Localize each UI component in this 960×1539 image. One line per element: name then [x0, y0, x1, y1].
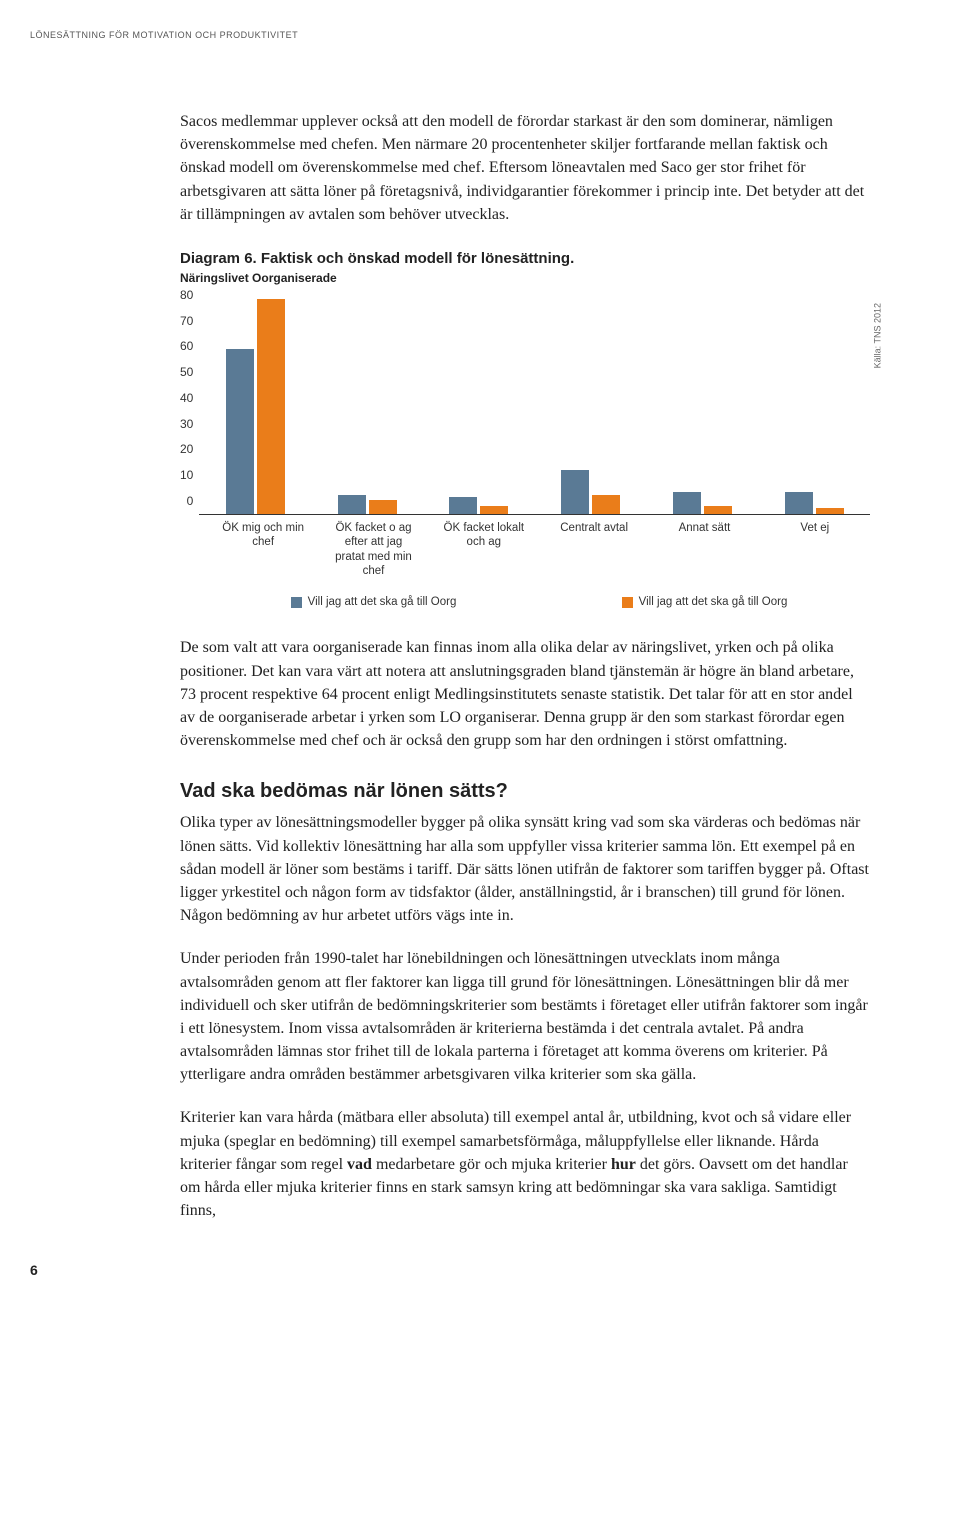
- plot-area: [199, 295, 870, 515]
- bar-group: [444, 497, 514, 514]
- page-number: 6: [0, 1262, 960, 1278]
- y-tick: 50: [180, 365, 193, 379]
- paragraph-1: Sacos medlemmar upplever också att den m…: [180, 110, 870, 226]
- chart-subtitle: Näringslivet Oorganiserade: [180, 271, 870, 285]
- chart-legend: Vill jag att det ska gå till Oorg Vill ja…: [208, 596, 870, 608]
- legend-label: Vill jag att det ska gå till Oorg: [308, 596, 457, 608]
- bar: [785, 492, 813, 514]
- paragraph-4: Under perioden från 1990-talet har löneb…: [180, 947, 870, 1086]
- y-tick: 10: [180, 468, 193, 482]
- main-content: Sacos medlemmar upplever också att den m…: [180, 110, 870, 1222]
- para5-bold-hur: hur: [611, 1156, 636, 1173]
- bar: [369, 500, 397, 514]
- x-label: ÖK facket o ag efter att jag pratat med …: [328, 521, 418, 579]
- legend-item: Vill jag att det ska gå till Oorg: [291, 596, 457, 608]
- legend-label: Vill jag att det ska gå till Oorg: [639, 596, 788, 608]
- bar-group: [667, 492, 737, 514]
- bar: [561, 470, 589, 514]
- bar-group: [779, 492, 849, 514]
- legend-swatch: [291, 597, 302, 608]
- x-label: ÖK facket lokalt och ag: [439, 521, 529, 579]
- legend-item: Vill jag att det ska gå till Oorg: [622, 596, 788, 608]
- y-tick: 40: [180, 391, 193, 405]
- bar: [592, 495, 620, 514]
- y-tick: 70: [180, 314, 193, 328]
- bar-group: [332, 495, 402, 514]
- bar: [480, 506, 508, 514]
- bar: [449, 497, 477, 514]
- para5-part-c: medarbetare gör och mjuka kriterier: [372, 1156, 611, 1173]
- bar: [338, 495, 366, 514]
- paragraph-5: Kriterier kan vara hårda (mätbara eller …: [180, 1106, 870, 1222]
- x-label: Vet ej: [770, 521, 860, 579]
- chart-source: Källa: TNS 2012: [872, 303, 882, 368]
- para5-bold-vad: vad: [347, 1156, 372, 1173]
- bar: [257, 299, 285, 514]
- bar: [673, 492, 701, 514]
- y-tick: 0: [187, 494, 194, 508]
- page-header: LÖNESÄTTNING FÖR MOTIVATION OCH PRODUKTI…: [0, 30, 960, 40]
- y-axis: 80 70 60 50 40 30 20 10 0: [180, 288, 199, 508]
- section-heading: Vad ska bedömas när lönen sätts?: [180, 780, 870, 803]
- chart: Källa: TNS 2012 80706050403020100 ÖK mig…: [180, 295, 870, 609]
- paragraph-2: De som valt att vara oorganiserade kan f…: [180, 636, 870, 752]
- y-tick: 80: [180, 288, 193, 302]
- y-tick: 30: [180, 417, 193, 431]
- bar-group: [556, 470, 626, 514]
- bar-group: [220, 299, 290, 514]
- y-tick: 20: [180, 442, 193, 456]
- bar: [226, 349, 254, 514]
- paragraph-3: Olika typer av lönesättningsmodeller byg…: [180, 811, 870, 927]
- x-label: Centralt avtal: [549, 521, 639, 579]
- x-label: Annat sätt: [659, 521, 749, 579]
- bar-groups: [199, 295, 870, 514]
- legend-swatch: [622, 597, 633, 608]
- bar: [816, 508, 844, 514]
- chart-plot: 80706050403020100: [180, 295, 870, 515]
- x-label: ÖK mig och min chef: [218, 521, 308, 579]
- x-axis-labels: ÖK mig och min chef ÖK facket o ag efter …: [208, 521, 870, 579]
- y-tick: 60: [180, 339, 193, 353]
- chart-title: Diagram 6. Faktisk och önskad modell för…: [180, 250, 870, 267]
- bar: [704, 506, 732, 514]
